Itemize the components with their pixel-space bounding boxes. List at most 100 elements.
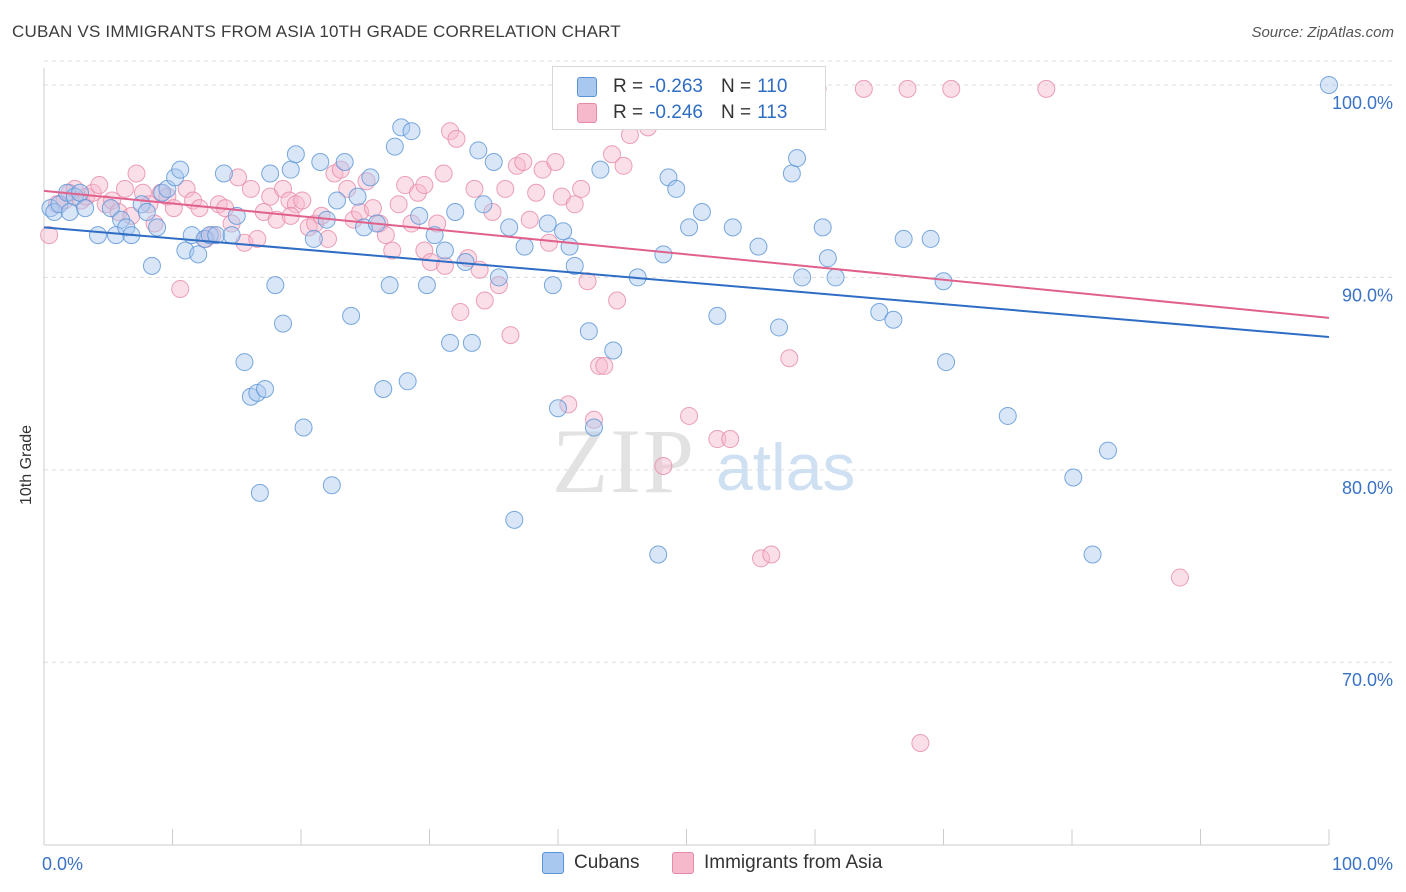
data-point — [408, 183, 427, 202]
data-point — [338, 179, 357, 198]
data-point — [475, 291, 494, 310]
watermark-zip: ZIP — [552, 410, 696, 512]
data-point — [428, 214, 447, 233]
data-point — [998, 406, 1017, 425]
data-point — [1083, 545, 1102, 564]
data-point — [348, 187, 367, 206]
data-point — [286, 145, 305, 164]
data-point — [235, 353, 254, 372]
data-point — [721, 430, 740, 449]
data-point — [543, 276, 562, 295]
data-point — [565, 195, 584, 214]
data-point — [591, 160, 610, 179]
data-point — [469, 141, 488, 160]
data-point — [898, 79, 917, 98]
legend-n-value: 113 — [757, 102, 788, 123]
data-point — [584, 410, 603, 429]
data-point — [441, 333, 460, 352]
legend-swatch-blue — [577, 77, 597, 97]
data-point — [304, 229, 323, 248]
data-point — [604, 341, 623, 360]
data-point — [88, 226, 107, 245]
data-point — [654, 245, 673, 264]
data-point — [527, 183, 546, 202]
data-point — [911, 734, 930, 753]
data-point — [389, 195, 408, 214]
data-point — [1320, 76, 1338, 95]
data-point — [70, 183, 89, 202]
legend-r-value: -0.263 — [649, 76, 703, 97]
data-point — [680, 218, 699, 237]
data-point — [435, 241, 454, 260]
data-point — [793, 268, 812, 287]
data-point — [171, 160, 190, 179]
data-point — [505, 510, 524, 529]
stats-legend: R = -0.263 N = 110 R = -0.246 N = 113 — [552, 66, 826, 130]
data-point — [60, 202, 79, 221]
data-point — [578, 272, 597, 291]
data-point — [189, 245, 208, 264]
legend-r-value: -0.246 — [649, 102, 703, 123]
data-point — [190, 199, 209, 218]
data-point — [274, 314, 293, 333]
legend-label-cubans: Cubans — [574, 852, 640, 873]
data-point — [465, 179, 484, 198]
data-point — [434, 164, 453, 183]
data-point — [584, 418, 603, 437]
data-point — [514, 152, 533, 171]
source-label: Source: ZipAtlas.com — [1251, 24, 1394, 41]
series-immigrants-from-asia — [40, 79, 1189, 753]
data-point — [447, 129, 466, 148]
data-point — [884, 310, 903, 329]
data-point — [101, 199, 120, 218]
data-point — [500, 218, 519, 237]
data-point — [281, 160, 300, 179]
y-axis-label: 10th Grade — [18, 424, 35, 505]
data-point — [137, 202, 156, 221]
legend-row-immigrants: R = -0.246 N = 113 — [577, 101, 787, 125]
data-point — [565, 256, 584, 275]
data-point — [1170, 568, 1189, 587]
data-point — [762, 545, 781, 564]
data-point — [266, 276, 285, 295]
data-point — [608, 291, 627, 310]
data-point — [415, 176, 434, 195]
data-point — [749, 237, 768, 256]
data-point — [520, 210, 539, 229]
data-point — [392, 118, 411, 137]
trend-line — [43, 189, 1330, 319]
legend-n-value: 110 — [757, 76, 788, 97]
data-point — [148, 218, 167, 237]
legend-r-label: R = — [613, 76, 644, 97]
data-point — [484, 152, 503, 171]
data-point — [554, 222, 573, 241]
data-point — [560, 237, 579, 256]
data-point — [207, 226, 226, 245]
data-point — [667, 179, 686, 198]
data-point — [435, 256, 454, 275]
data-point — [538, 214, 557, 233]
y-tick-label: 80.0% — [1342, 478, 1393, 498]
data-point — [942, 79, 961, 98]
data-point — [250, 483, 269, 502]
data-point — [496, 179, 515, 198]
data-point — [894, 229, 913, 248]
chart-title: CUBAN VS IMMIGRANTS FROM ASIA 10TH GRADE… — [12, 22, 621, 41]
data-point — [374, 380, 393, 399]
data-point — [214, 164, 233, 183]
data-point — [602, 145, 621, 164]
y-tick-label: 100.0% — [1332, 93, 1393, 113]
data-point — [398, 372, 417, 391]
data-point — [90, 176, 109, 195]
data-point — [780, 349, 799, 368]
data-point — [410, 206, 429, 225]
legend-n-label: N = — [720, 76, 752, 97]
data-point — [462, 333, 481, 352]
data-point — [813, 218, 832, 237]
data-point — [1064, 468, 1083, 487]
legend-item-immigrants: Immigrants from Asia — [672, 852, 882, 874]
data-point — [383, 241, 402, 260]
data-point — [782, 164, 801, 183]
data-point — [489, 268, 508, 287]
data-point — [708, 430, 727, 449]
